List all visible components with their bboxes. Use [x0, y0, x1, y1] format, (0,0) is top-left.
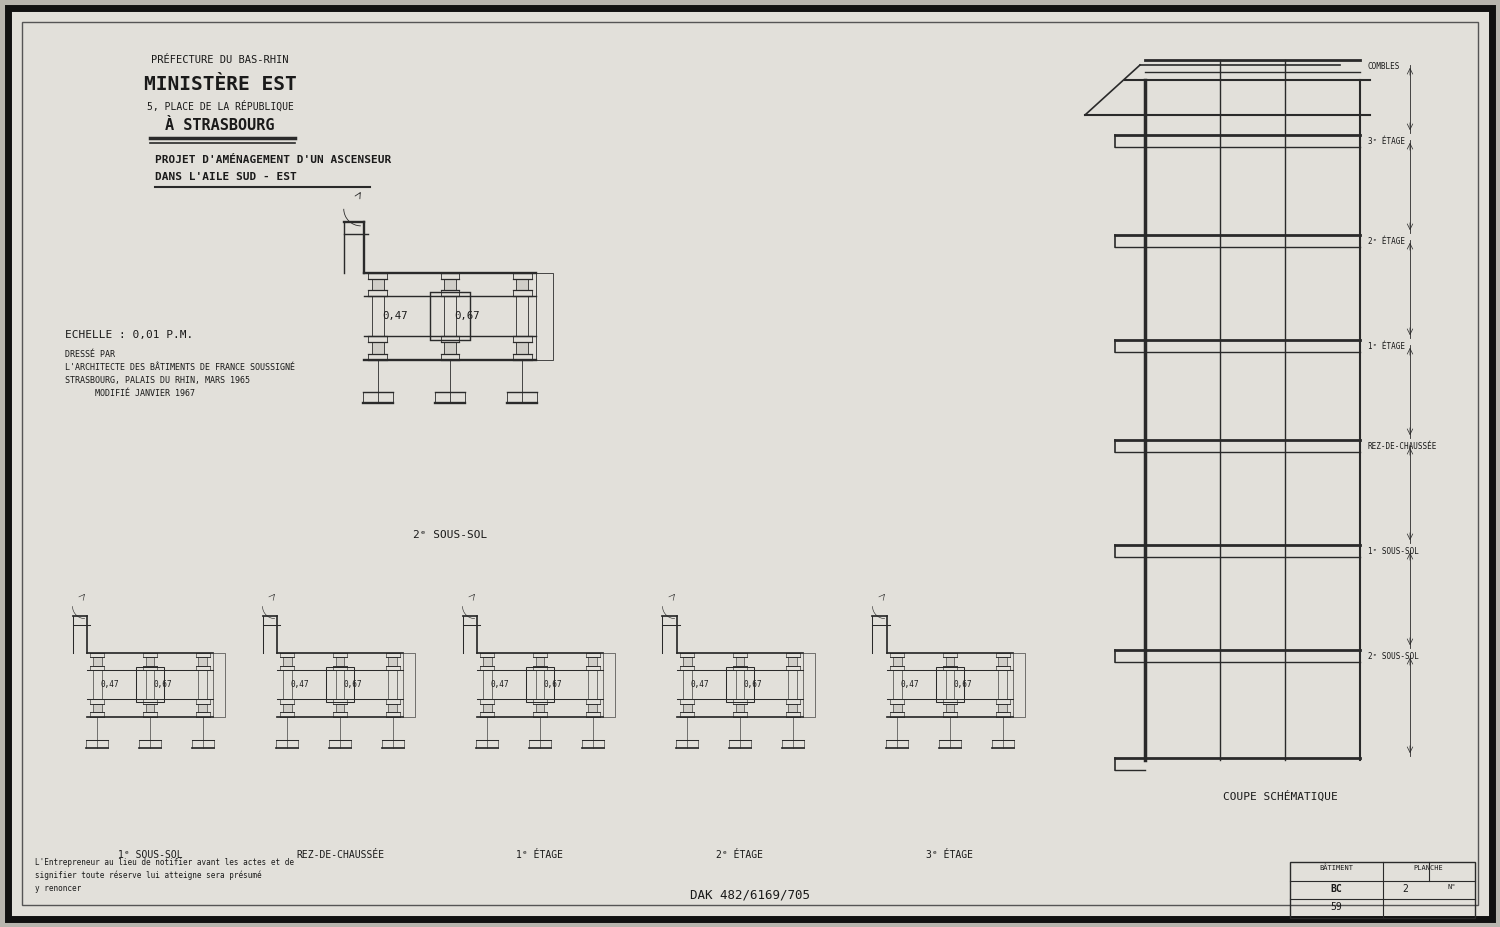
Bar — [892, 704, 902, 712]
Text: DRESSÉ PAR: DRESSÉ PAR — [64, 350, 116, 359]
Text: PROJET D'AMÉNAGEMENT D'UN ASCENSEUR: PROJET D'AMÉNAGEMENT D'UN ASCENSEUR — [154, 155, 392, 165]
Bar — [198, 704, 207, 712]
Text: ECHELLE : 0,01 P.M.: ECHELLE : 0,01 P.M. — [64, 330, 194, 340]
Bar — [999, 657, 1006, 666]
Bar — [284, 657, 291, 666]
Text: REZ-DE-CHAUSSÉE: REZ-DE-CHAUSSÉE — [1368, 442, 1437, 451]
Text: MODIFIÉ JANVIER 1967: MODIFIÉ JANVIER 1967 — [94, 389, 195, 398]
Bar — [93, 657, 102, 666]
Bar — [536, 657, 544, 666]
Bar — [936, 667, 964, 702]
Bar — [388, 657, 398, 666]
Text: COUPE SCHÉMATIQUE: COUPE SCHÉMATIQUE — [1222, 790, 1338, 801]
Bar — [945, 704, 954, 712]
Bar — [402, 653, 416, 717]
Text: 0,67: 0,67 — [454, 311, 480, 322]
Bar — [802, 653, 814, 717]
Bar — [892, 657, 902, 666]
Bar — [388, 704, 398, 712]
Text: 0,67: 0,67 — [153, 680, 171, 689]
Bar — [135, 667, 165, 702]
Bar — [789, 704, 796, 712]
Text: À STRASBOURG: À STRASBOURG — [165, 118, 274, 133]
Text: MINISTÈRE EST: MINISTÈRE EST — [144, 75, 297, 94]
Text: 59: 59 — [1330, 902, 1342, 912]
Text: 3ᵉ ÉTAGE: 3ᵉ ÉTAGE — [1368, 137, 1406, 146]
Text: L'Entrepreneur au lieu de notifier avant les actes et de
signifier toute réserve: L'Entrepreneur au lieu de notifier avant… — [34, 858, 294, 893]
Text: 0,67: 0,67 — [344, 680, 362, 689]
Bar — [588, 657, 597, 666]
Text: 1ᵉ SOUS-SOL: 1ᵉ SOUS-SOL — [1368, 547, 1419, 556]
Bar — [536, 273, 554, 361]
Text: 2ᵉ ÉTAGE: 2ᵉ ÉTAGE — [717, 850, 764, 860]
Bar — [483, 657, 492, 666]
Text: 0,47: 0,47 — [490, 680, 508, 689]
Bar — [682, 704, 692, 712]
Bar — [336, 704, 345, 712]
Bar — [430, 293, 470, 340]
Text: 0,47: 0,47 — [900, 680, 920, 689]
Bar — [336, 657, 345, 666]
Bar — [372, 342, 384, 354]
Text: 3ᵉ ÉTAGE: 3ᵉ ÉTAGE — [927, 850, 974, 860]
Bar — [726, 667, 754, 702]
Text: 0,67: 0,67 — [742, 680, 762, 689]
Bar — [735, 657, 744, 666]
Bar — [326, 667, 354, 702]
Text: 0,67: 0,67 — [952, 680, 972, 689]
Text: 5, PLACE DE LA RÉPUBLIQUE: 5, PLACE DE LA RÉPUBLIQUE — [147, 100, 294, 111]
Text: 1ᵉ ÉTAGE: 1ᵉ ÉTAGE — [516, 850, 564, 860]
Text: 0,47: 0,47 — [382, 311, 408, 322]
Bar — [1013, 653, 1025, 717]
Bar — [1290, 862, 1474, 918]
Bar — [682, 657, 692, 666]
Bar — [516, 278, 528, 290]
Text: 0,47: 0,47 — [100, 680, 118, 689]
Text: DAK 482/6169/705: DAK 482/6169/705 — [690, 888, 810, 901]
Text: 0,67: 0,67 — [543, 680, 561, 689]
Bar — [588, 704, 597, 712]
Text: DANS L'AILE SUD - EST: DANS L'AILE SUD - EST — [154, 172, 297, 182]
Text: PRÉFECTURE DU BAS-RHIN: PRÉFECTURE DU BAS-RHIN — [152, 55, 288, 65]
Bar — [444, 342, 456, 354]
Bar — [945, 657, 954, 666]
Text: STRASBOURG, PALAIS DU RHIN, MARS 1965: STRASBOURG, PALAIS DU RHIN, MARS 1965 — [64, 376, 251, 385]
Bar — [483, 704, 492, 712]
Bar — [789, 657, 796, 666]
Bar — [735, 704, 744, 712]
Text: 1ᵉ SOUS-SOL: 1ᵉ SOUS-SOL — [117, 850, 183, 860]
Bar — [146, 704, 154, 712]
Text: 0,47: 0,47 — [690, 680, 709, 689]
Text: 2ᵉ ÉTAGE: 2ᵉ ÉTAGE — [1368, 237, 1406, 246]
Text: 2ᵉ SOUS-SOL: 2ᵉ SOUS-SOL — [1368, 652, 1419, 661]
Text: 2: 2 — [1402, 883, 1408, 894]
Text: L'ARCHITECTE DES BÂTIMENTS DE FRANCE SOUSSIGNÉ: L'ARCHITECTE DES BÂTIMENTS DE FRANCE SOU… — [64, 363, 296, 372]
Text: BC: BC — [1330, 883, 1342, 894]
Text: Nᵒ: Nᵒ — [1448, 883, 1456, 890]
Text: COMBLES: COMBLES — [1368, 62, 1401, 71]
Bar — [603, 653, 615, 717]
Bar — [372, 278, 384, 290]
Bar — [213, 653, 225, 717]
Bar — [93, 704, 102, 712]
Text: REZ-DE-CHAUSSÉE: REZ-DE-CHAUSSÉE — [296, 850, 384, 860]
Bar — [516, 342, 528, 354]
Text: BÂTIMENT: BÂTIMENT — [1320, 865, 1353, 871]
Bar — [444, 278, 456, 290]
Text: 0,47: 0,47 — [291, 680, 309, 689]
Bar — [146, 657, 154, 666]
Text: 2ᵉ SOUS-SOL: 2ᵉ SOUS-SOL — [413, 530, 488, 540]
Bar — [198, 657, 207, 666]
Text: 1ᵉ ÉTAGE: 1ᵉ ÉTAGE — [1368, 342, 1406, 351]
Bar — [536, 704, 544, 712]
Bar — [525, 667, 555, 702]
Text: PLANCHE: PLANCHE — [1414, 865, 1443, 871]
Bar — [999, 704, 1006, 712]
Bar — [284, 704, 291, 712]
